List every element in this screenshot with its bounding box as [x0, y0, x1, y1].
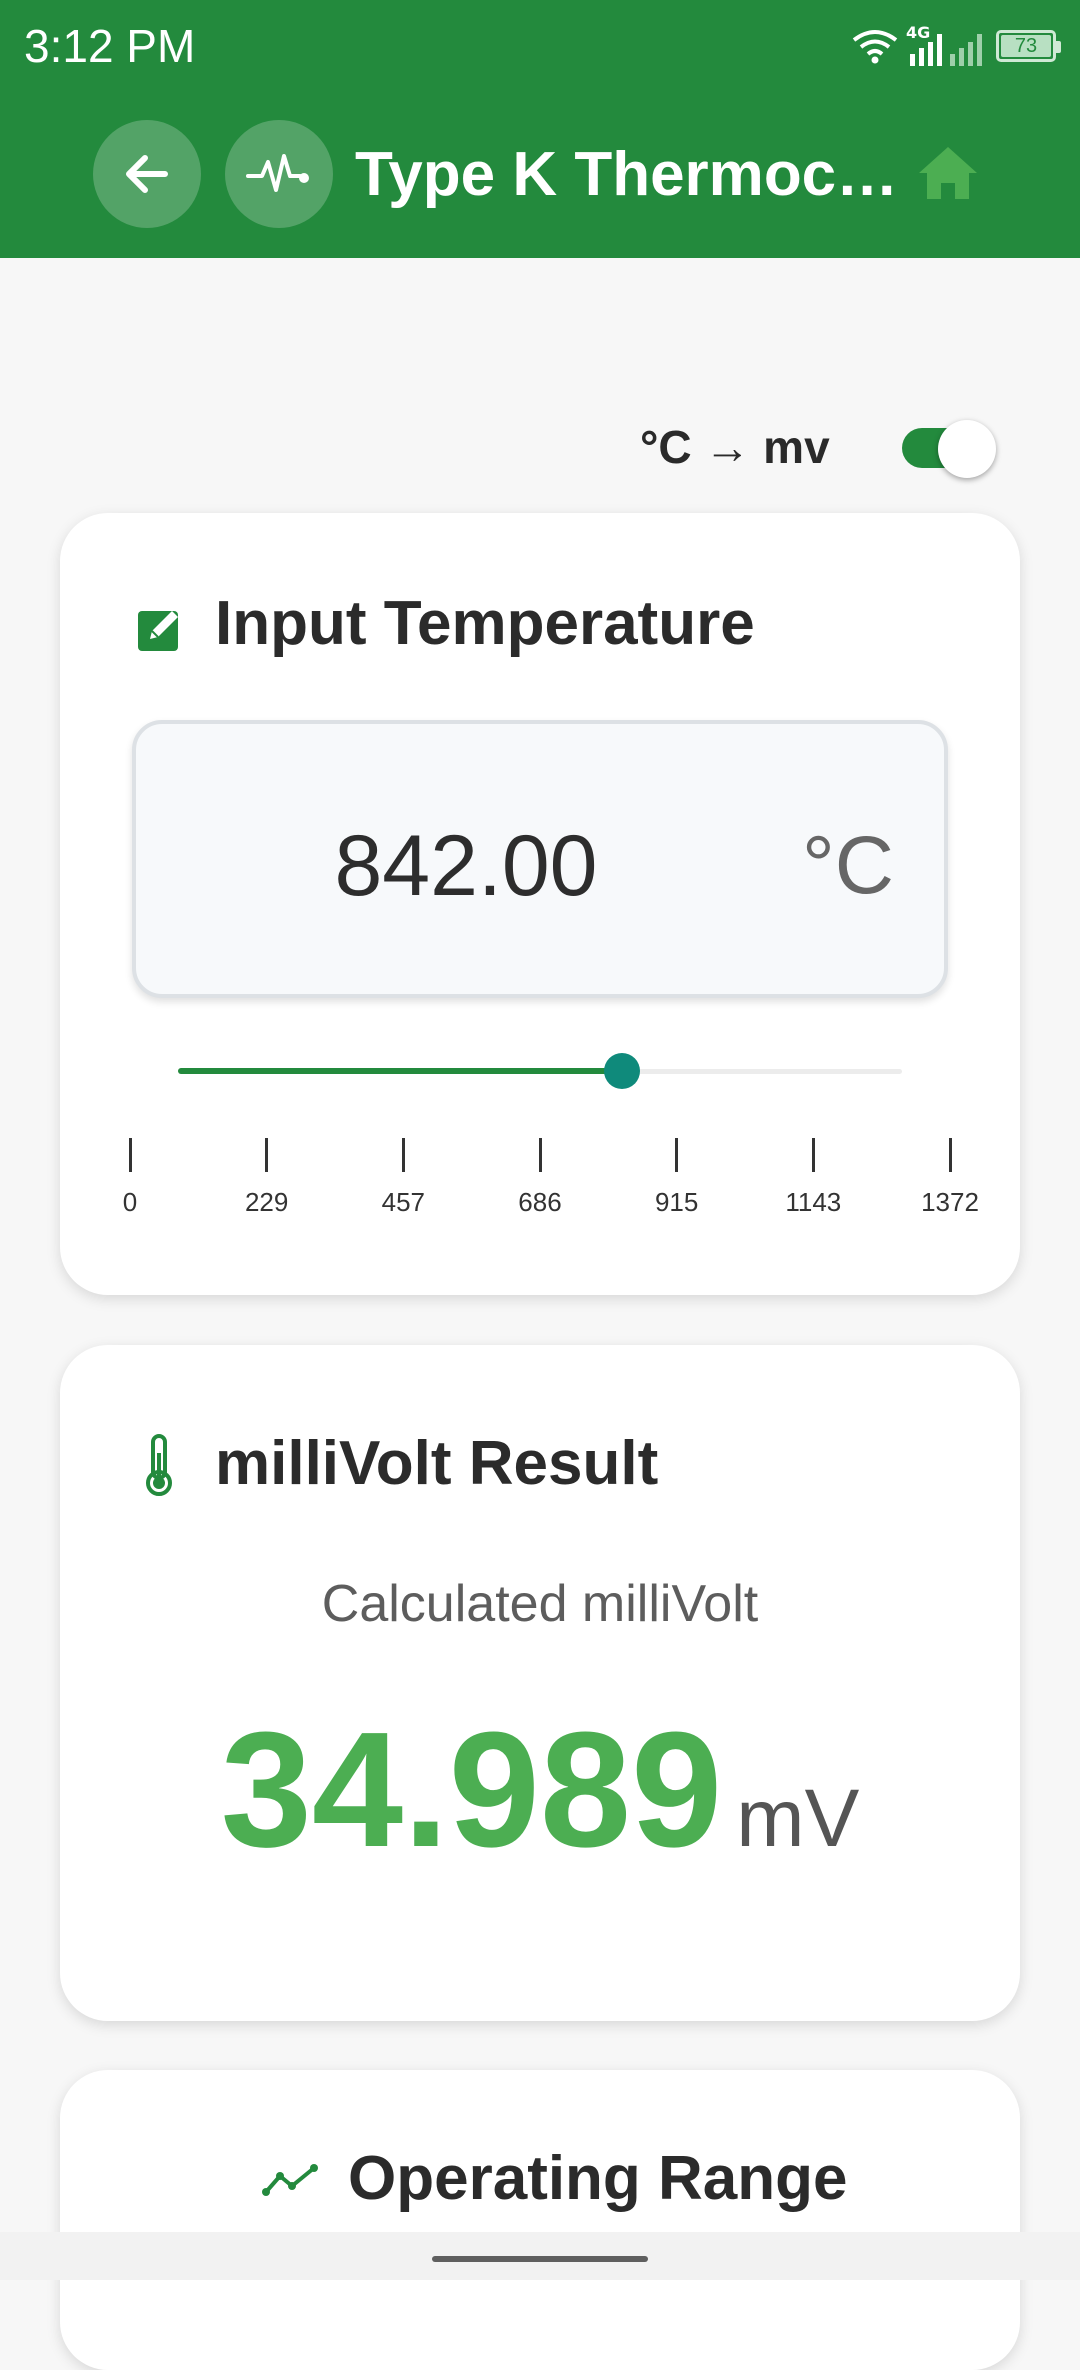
pulse-button[interactable] [225, 120, 333, 228]
battery-icon: 73 [996, 30, 1061, 62]
slider-fill [178, 1068, 622, 1074]
tick-label: 457 [381, 1187, 426, 1217]
mode-toggle-switch[interactable] [900, 420, 998, 478]
tick-mark [811, 1138, 815, 1172]
temperature-input-field[interactable]: 842.00 °C [132, 720, 948, 998]
slider-tick: 1143 [753, 1138, 873, 1218]
slider-tick-scale: 0 229 457 686 915 1143 1372 [110, 1138, 979, 1238]
range-card-title: Operating Range [348, 2144, 848, 2213]
gesture-handle[interactable] [432, 2256, 648, 2262]
tick-label: 1143 [785, 1187, 842, 1217]
millivolt-result-card: milliVolt Result Calculated milliVolt 34… [60, 1345, 1020, 2021]
edit-square-icon [138, 611, 178, 651]
tick-label: 0 [122, 1187, 138, 1217]
slider-tick: 229 [207, 1138, 327, 1218]
tick-mark [948, 1138, 952, 1172]
battery-level: 73 [1014, 35, 1038, 57]
temperature-unit: °C [801, 820, 894, 911]
arrow-left-icon [126, 155, 168, 193]
slider-tick: 1372 [890, 1138, 1010, 1218]
millivolt-unit: mV [736, 1773, 860, 1864]
slider-tick: 686 [480, 1138, 600, 1218]
cell-signal-icon: 4G [906, 24, 982, 66]
input-card-title: Input Temperature [215, 589, 755, 658]
tick-mark [128, 1138, 132, 1172]
result-card-title: milliVolt Result [215, 1429, 659, 1498]
wifi-icon [852, 30, 898, 64]
tick-mark [675, 1138, 679, 1172]
status-icons: 4G 73 [852, 24, 1061, 68]
slider-tick: 457 [343, 1138, 463, 1218]
app-bar: 3:12 PM 4G 73 [0, 0, 1080, 258]
tick-mark [538, 1138, 542, 1172]
thermometer-icon [146, 1434, 172, 1496]
tick-label: 686 [518, 1187, 562, 1217]
home-icon[interactable] [915, 143, 981, 203]
page-title: Type K Thermocouple [355, 140, 900, 209]
toggle-thumb [938, 420, 996, 478]
status-time: 3:12 PM [24, 20, 196, 72]
tick-label: 229 [244, 1187, 289, 1217]
tick-mark [401, 1138, 405, 1172]
slider-thumb[interactable] [604, 1053, 640, 1089]
network-type-label: 4G [906, 24, 930, 42]
mode-toggle-label: °C → mv [640, 421, 830, 473]
millivolt-value: 34.989 [220, 1698, 723, 1881]
operating-range-card: Operating Range [60, 2070, 1020, 2370]
result-subtitle: Calculated milliVolt [321, 1575, 759, 1633]
temperature-value: 842.00 [334, 818, 598, 914]
trend-line-icon [262, 2164, 318, 2196]
slider-tick: 0 [70, 1138, 190, 1218]
tick-label: 1372 [921, 1187, 979, 1217]
back-button[interactable] [93, 120, 201, 228]
pulse-icon [246, 154, 309, 192]
input-temperature-card: Input Temperature 842.00 °C 0 229 457 686 91… [60, 513, 1020, 1295]
result-readout: 34.989 mV [60, 1700, 1020, 1880]
tick-label: 915 [654, 1187, 699, 1217]
temperature-slider[interactable] [178, 1053, 902, 1089]
tick-mark [265, 1138, 269, 1172]
slider-tick: 915 [617, 1138, 737, 1218]
